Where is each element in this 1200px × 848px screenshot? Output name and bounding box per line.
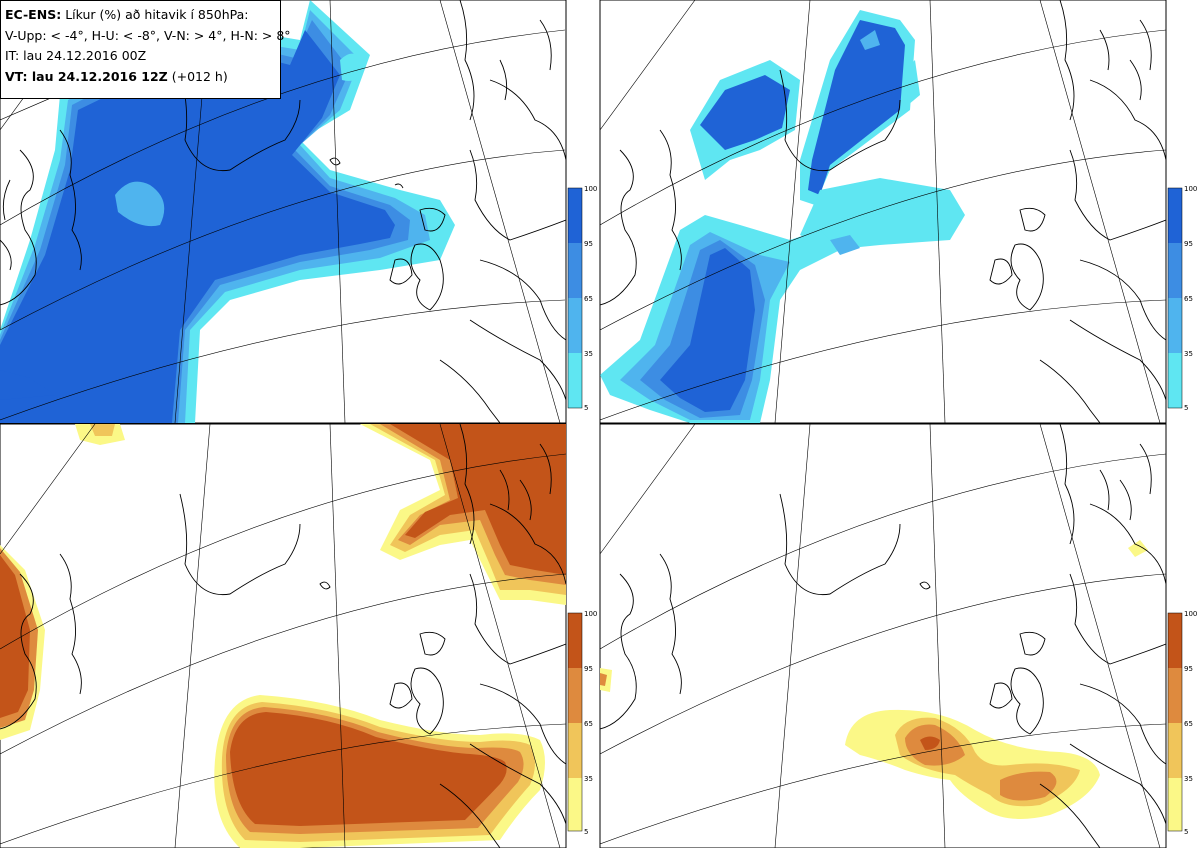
colorbar-label: 35 xyxy=(584,775,593,783)
warm-colorbar-3: 100 95 65 35 5 xyxy=(567,610,597,836)
colorbar-label: 95 xyxy=(584,665,593,673)
colorbar-label: 35 xyxy=(584,350,593,358)
panel-cold-8: 100 95 65 35 5 xyxy=(599,0,1197,424)
colorbar-label: 65 xyxy=(1184,295,1193,303)
warm-colorbar-4: 100 95 65 35 5 xyxy=(1167,610,1197,836)
colorbar-label: 5 xyxy=(1184,828,1188,836)
colorbar-label: 95 xyxy=(1184,665,1193,673)
title-text: Líkur (%) að hitavik í 850hPa: xyxy=(65,7,249,22)
colorbar-label: 35 xyxy=(1184,775,1193,783)
colorbar-label: 65 xyxy=(1184,720,1193,728)
info-box: EC-ENS: Líkur (%) að hitavik í 850hPa: V… xyxy=(0,0,291,99)
colorbar-label: 5 xyxy=(584,828,588,836)
cold-colorbar-1: 100 95 65 35 5 xyxy=(567,185,597,412)
coastline xyxy=(0,424,566,848)
lead-time: (+012 h) xyxy=(171,68,228,84)
valid-time-line: VT: lau 24.12.2016 12Z (+012 h) xyxy=(5,67,280,88)
panel-cold-4: 100 95 65 35 5 xyxy=(0,0,597,424)
cold-colorbar-2: 100 95 65 35 5 xyxy=(1167,185,1197,412)
colorbar-label: 100 xyxy=(1184,185,1197,193)
colorbar-label: 95 xyxy=(1184,240,1193,248)
probability-shading xyxy=(0,0,455,423)
model-label: EC-ENS: xyxy=(5,7,62,22)
colorbar-label: 100 xyxy=(1184,610,1197,618)
colorbar-label: 95 xyxy=(584,240,593,248)
graticule xyxy=(0,424,566,848)
thresholds-legend: V-Upp: < -4°, H-U: < -8°, V-N: > 4°, H-N… xyxy=(5,27,291,43)
valid-time: VT: lau 24.12.2016 12Z xyxy=(5,68,168,84)
initial-time: IT: lau 24.12.2016 00Z xyxy=(5,48,147,63)
colorbar-label: 35 xyxy=(1184,350,1193,358)
probability-shading xyxy=(600,10,965,423)
colorbar-label: 5 xyxy=(584,404,588,412)
colorbar-label: 65 xyxy=(584,720,593,728)
colorbar-label: 100 xyxy=(584,610,597,618)
colorbar-label: 5 xyxy=(1184,404,1188,412)
coastline xyxy=(0,0,566,423)
coastline xyxy=(600,0,1166,423)
colorbar-label: 100 xyxy=(584,185,597,193)
coastline xyxy=(600,424,1166,848)
panel-warm-4: 100 95 65 35 5 xyxy=(0,423,597,848)
panel-warm-8: 100 95 65 35 5 xyxy=(599,423,1197,848)
probability-shading xyxy=(0,424,566,848)
colorbar-label: 65 xyxy=(584,295,593,303)
graticule xyxy=(600,424,1166,848)
graticule xyxy=(600,0,1166,423)
title-line: EC-ENS: Líkur (%) að hitavik í 850hPa: xyxy=(5,5,280,26)
